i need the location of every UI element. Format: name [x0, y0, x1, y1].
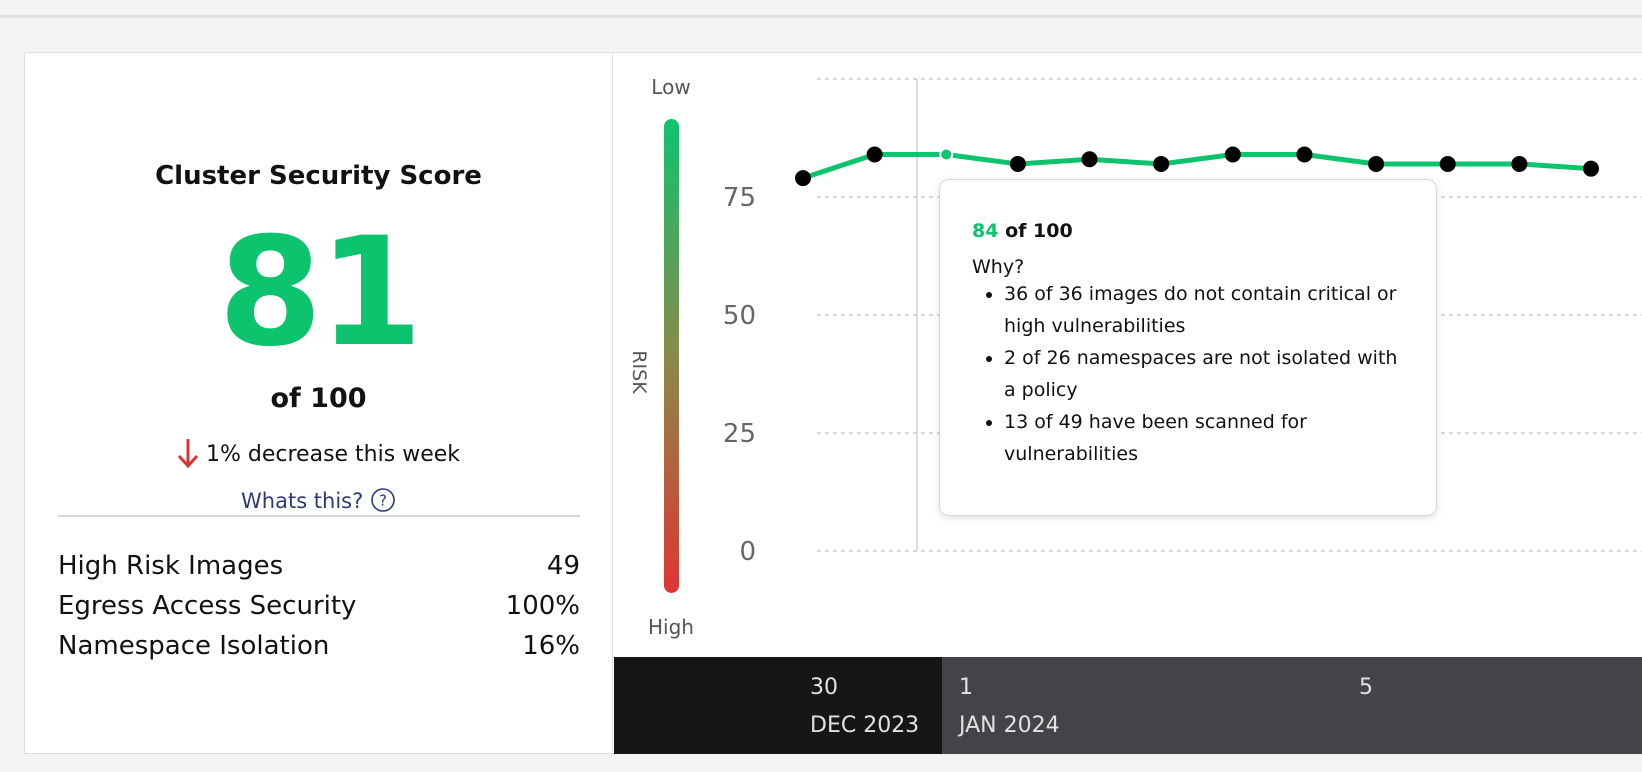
top-border	[0, 15, 1642, 18]
risk-high: High	[648, 615, 694, 639]
help-text[interactable]: Whats this?	[241, 489, 364, 513]
point	[1511, 155, 1528, 172]
point	[1583, 160, 1599, 177]
score: 81	[218, 206, 423, 380]
reason-list: 36 of 36 images do not contain critical …	[972, 278, 1406, 470]
x-day-label: 30	[810, 675, 838, 700]
down-arrow	[177, 439, 199, 469]
x-month-label: JAN 2024	[957, 713, 1060, 738]
x-band-current	[942, 657, 1642, 754]
panel-title: Cluster Security Score	[155, 161, 482, 191]
score-suffix: of 100	[270, 383, 367, 414]
reason: 36 of 36 images do not contain critical …	[1004, 278, 1406, 342]
metric-row: High Risk Images 49	[58, 551, 580, 581]
point	[1439, 155, 1456, 172]
metric-row: Namespace Isolation 16%	[58, 631, 580, 661]
score-panel: Cluster Security Score 81 of 100 1% decr…	[25, 53, 613, 753]
point	[1224, 146, 1241, 163]
reason: 2 of 26 namespaces are not isolated with…	[1004, 342, 1406, 406]
y-tick-label: 0	[739, 537, 756, 567]
active-point	[939, 147, 954, 162]
tooltip-heading: Why?	[972, 256, 1025, 278]
point	[1081, 151, 1098, 168]
point	[1296, 146, 1313, 163]
tooltip-suffix: of 100	[1005, 220, 1073, 242]
reason: 13 of 49 have been scanned for vulnerabi…	[1004, 406, 1406, 470]
metric-label: Egress Access Security	[58, 591, 357, 621]
tooltip-score: 84	[972, 220, 999, 242]
y-tick-label: 50	[723, 301, 756, 331]
risk-label: RISK	[628, 350, 650, 394]
x-band-past	[614, 657, 942, 754]
help-icon[interactable]: ?	[370, 487, 396, 513]
risk-gradient	[664, 119, 679, 593]
metric-label: High Risk Images	[58, 551, 284, 581]
x-day-label: 5	[1359, 675, 1373, 700]
metric-row: Egress Access Security 100%	[58, 591, 580, 621]
tooltip-score-line: 84 of 100	[972, 220, 1406, 242]
point	[1009, 155, 1026, 172]
svg-text:?: ?	[379, 492, 387, 510]
score-change: 1% decrease this week	[25, 437, 612, 469]
tooltip: 84 of 100 Why? 36 of 36 images do not co…	[939, 179, 1437, 516]
y-tick-label: 75	[723, 183, 756, 213]
x-day-label: 1	[959, 675, 973, 700]
metric-value: 16%	[522, 631, 580, 661]
point	[1368, 155, 1385, 172]
score-line	[800, 152, 1594, 181]
change-text: 1% decrease this week	[206, 442, 460, 467]
metric-label: Namespace Isolation	[58, 631, 330, 661]
divider	[58, 515, 580, 517]
point	[1153, 155, 1170, 172]
risk-low: Low	[651, 75, 690, 99]
metric-value: 49	[546, 551, 580, 581]
point	[795, 170, 811, 187]
point	[866, 146, 883, 163]
x-month-label: DEC 2023	[810, 713, 919, 738]
help-link[interactable]: Whats this? ?	[25, 487, 612, 513]
metric-value: 100%	[505, 591, 580, 621]
y-tick-label: 25	[723, 419, 756, 449]
